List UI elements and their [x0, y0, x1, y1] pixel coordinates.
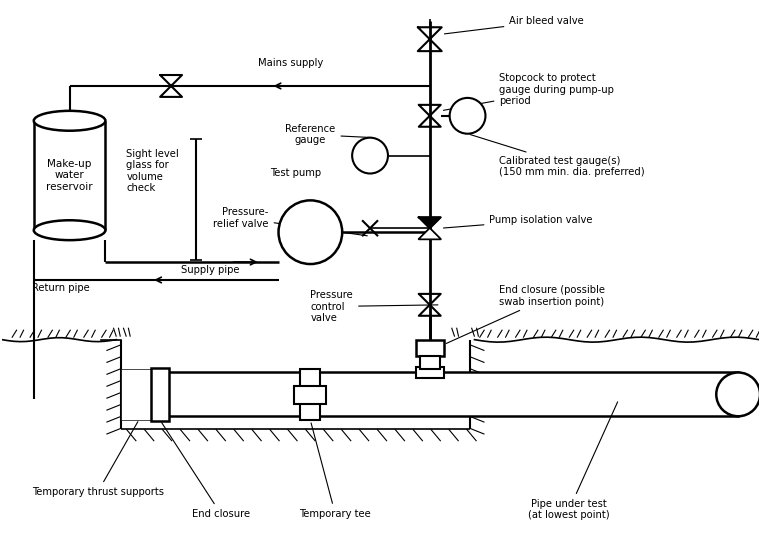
- Text: Supply pipe: Supply pipe: [181, 265, 240, 275]
- Text: Make-up
water
reservoir: Make-up water reservoir: [46, 159, 93, 192]
- Bar: [295, 386, 326, 404]
- Text: Mains supply: Mains supply: [258, 58, 323, 68]
- Text: Calibrated test gauge(s)
(150 mm min. dia. preferred): Calibrated test gauge(s) (150 mm min. di…: [470, 134, 645, 177]
- Polygon shape: [419, 217, 441, 228]
- Bar: [416, 339, 444, 356]
- Polygon shape: [419, 228, 441, 239]
- Text: End closure (possible
swab insertion point): End closure (possible swab insertion poi…: [446, 285, 606, 343]
- Ellipse shape: [33, 220, 106, 240]
- Text: Pressure
control
valve: Pressure control valve: [310, 290, 438, 323]
- Text: Return pipe: Return pipe: [32, 283, 90, 293]
- Text: Pump isolation valve: Pump isolation valve: [444, 215, 593, 228]
- Text: Sight level
glass for
volume
check: Sight level glass for volume check: [126, 149, 179, 194]
- Bar: [121, 368, 151, 420]
- Bar: [301, 368, 320, 420]
- Text: Air bleed valve: Air bleed valve: [444, 16, 584, 34]
- Circle shape: [716, 373, 760, 416]
- Text: Temporary tee: Temporary tee: [299, 423, 371, 519]
- Bar: [121, 373, 738, 416]
- Text: Pipe under test
(at lowest point): Pipe under test (at lowest point): [528, 402, 618, 521]
- Text: End closure: End closure: [161, 423, 250, 519]
- Bar: [420, 356, 440, 369]
- Text: Test pump: Test pump: [270, 169, 321, 178]
- Circle shape: [450, 98, 486, 134]
- Circle shape: [279, 200, 342, 264]
- Text: Reference
gauge: Reference gauge: [285, 124, 372, 145]
- Bar: [416, 367, 444, 379]
- Text: Pressure-
relief valve: Pressure- relief valve: [213, 207, 368, 236]
- Text: Stopcock to protect
gauge during pump-up
period: Stopcock to protect gauge during pump-up…: [444, 73, 614, 110]
- Ellipse shape: [33, 111, 106, 131]
- Text: Temporary thrust supports: Temporary thrust supports: [32, 422, 164, 497]
- Bar: [151, 368, 169, 421]
- Circle shape: [352, 138, 388, 174]
